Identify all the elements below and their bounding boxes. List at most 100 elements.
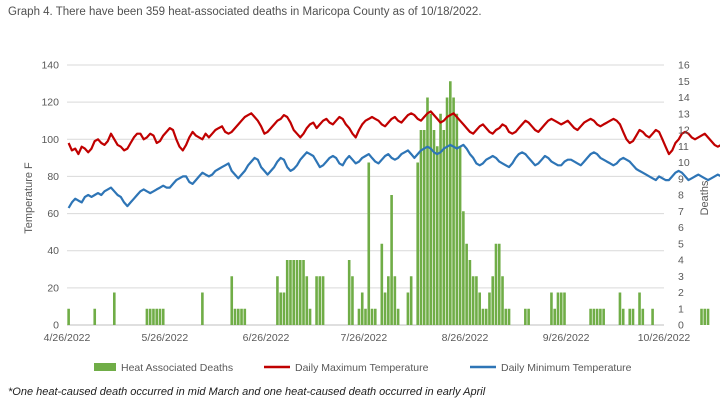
deaths-bar <box>351 276 354 325</box>
deaths-bar <box>390 195 393 325</box>
deaths-bar <box>445 97 449 325</box>
y-tick-right: 3 <box>678 271 684 283</box>
footnote: *One heat-caused death occurred in mid M… <box>8 386 486 398</box>
deaths-bar <box>318 276 322 325</box>
deaths-bar <box>295 260 299 325</box>
deaths-bar <box>628 308 632 325</box>
deaths-bar <box>706 308 710 325</box>
deaths-bar <box>524 308 527 325</box>
deaths-bar <box>426 97 429 325</box>
deaths-bar <box>550 292 553 325</box>
y-tick-right: 8 <box>678 190 684 202</box>
deaths-bar <box>419 130 423 325</box>
deaths-bar <box>556 292 560 325</box>
deaths-bar <box>282 292 286 325</box>
deaths-bar <box>276 276 279 325</box>
y-tick-right: 9 <box>678 173 684 185</box>
deaths-bar <box>373 308 377 325</box>
y-axis-label-right: Deaths <box>699 180 711 215</box>
y-tick-left: 140 <box>41 60 59 72</box>
deaths-bar <box>201 292 204 325</box>
legend-label-max-temp: Daily Maximum Temperature <box>295 362 429 374</box>
legend: Heat Associated Deaths Daily Maximum Tem… <box>94 362 632 374</box>
x-tick-label: 7/26/2022 <box>341 332 388 344</box>
y-tick-left: 0 <box>53 320 59 332</box>
deaths-bar <box>458 146 462 325</box>
deaths-bar <box>484 308 488 325</box>
deaths-bars <box>67 81 710 325</box>
deaths-bar <box>435 146 439 325</box>
legend-label-min-temp: Daily Minimum Temperature <box>501 362 632 374</box>
deaths-bar <box>422 130 426 325</box>
deaths-bar <box>308 308 312 325</box>
deaths-bar <box>243 308 247 325</box>
deaths-bar <box>360 292 364 325</box>
deaths-bar <box>429 113 433 325</box>
deaths-bar <box>700 308 703 325</box>
y-tick-left: 120 <box>41 97 59 109</box>
y-tick-right: 12 <box>678 125 690 137</box>
deaths-bar <box>67 308 70 325</box>
deaths-bar <box>347 260 351 325</box>
left-axis-ticks: 0 20 40 60 80 100 120 140 <box>41 60 59 332</box>
y-tick-right: 4 <box>678 255 684 267</box>
x-tick-label: 5/26/2022 <box>142 332 189 344</box>
deaths-bar <box>475 276 478 325</box>
y-tick-left: 60 <box>47 208 59 220</box>
deaths-bar <box>370 308 374 325</box>
deaths-bar <box>504 308 508 325</box>
deaths-bar <box>478 292 481 325</box>
y-tick-right: 11 <box>678 141 689 153</box>
y-tick-left: 80 <box>47 171 59 183</box>
deaths-bar <box>491 276 495 325</box>
deaths-bar <box>592 308 596 325</box>
deaths-bar <box>638 292 641 325</box>
deaths-bar <box>595 308 599 325</box>
deaths-bar <box>488 292 491 325</box>
deaths-bar <box>432 130 436 325</box>
y-tick-right: 10 <box>678 157 690 169</box>
deaths-bar <box>481 308 485 325</box>
deaths-bar <box>703 308 707 325</box>
deaths-bar <box>364 308 367 325</box>
deaths-bar <box>589 308 592 325</box>
legend-swatch-deaths <box>94 363 116 371</box>
y-tick-right: 6 <box>678 222 684 234</box>
deaths-bar <box>155 308 159 325</box>
deaths-bar <box>501 276 504 325</box>
deaths-bar <box>321 276 325 325</box>
deaths-bar <box>380 243 384 325</box>
x-axis-ticks: 4/26/2022 5/26/2022 6/26/2022 7/26/2022 8/26… <box>44 332 691 344</box>
deaths-bar <box>468 260 472 325</box>
deaths-bar <box>465 243 468 325</box>
y-tick-right: 13 <box>678 108 690 120</box>
grid-layer <box>67 64 664 326</box>
deaths-bar <box>240 308 243 325</box>
max-temp-line <box>67 110 720 156</box>
deaths-bar <box>367 162 371 325</box>
deaths-bar <box>563 292 566 325</box>
chart-title: Graph 4. There have been 359 heat-associ… <box>8 6 482 18</box>
deaths-bar <box>112 292 116 325</box>
deaths-bar <box>161 308 165 325</box>
deaths-bar <box>621 308 625 325</box>
deaths-bar <box>233 308 237 325</box>
deaths-bar <box>383 292 387 325</box>
deaths-bar <box>315 276 318 325</box>
deaths-bar <box>416 162 420 325</box>
deaths-bar <box>471 276 475 325</box>
deaths-bar <box>292 260 296 325</box>
deaths-bar <box>406 292 410 325</box>
y-tick-right: 16 <box>678 60 690 72</box>
legend-item-deaths: Heat Associated Deaths <box>94 362 233 374</box>
deaths-bar <box>462 211 465 325</box>
legend-item-max-temp: Daily Maximum Temperature <box>264 362 429 374</box>
y-tick-right: 15 <box>678 76 690 88</box>
deaths-bar <box>393 276 397 325</box>
deaths-bar <box>618 292 622 325</box>
deaths-bar <box>497 243 501 325</box>
deaths-bar <box>387 276 390 325</box>
deaths-bar <box>439 113 442 325</box>
